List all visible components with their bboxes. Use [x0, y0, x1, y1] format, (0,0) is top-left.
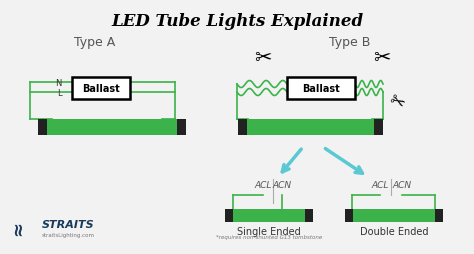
Bar [72, 78, 130, 100]
Text: Type A: Type A [74, 36, 116, 49]
Text: STRAITS: STRAITS [42, 219, 95, 229]
Text: Ballast: Ballast [302, 84, 340, 94]
Text: ACN: ACN [392, 180, 411, 189]
Text: ACL: ACL [371, 180, 389, 189]
Text: ✂: ✂ [254, 48, 272, 68]
Text: L: L [57, 88, 62, 97]
Bar [238, 120, 247, 135]
Bar [225, 209, 313, 222]
Text: ≈: ≈ [9, 219, 27, 235]
Text: *requires non-shunted G13 tombstone: *requires non-shunted G13 tombstone [216, 234, 322, 239]
Text: Single Ended: Single Ended [237, 226, 301, 236]
Text: LED Tube Lights Explained: LED Tube Lights Explained [111, 13, 363, 30]
Text: ✂: ✂ [373, 48, 391, 68]
Bar [305, 209, 313, 222]
Bar [238, 120, 383, 135]
Text: N: N [55, 78, 62, 87]
Bar [287, 78, 355, 100]
Text: Ballast: Ballast [82, 84, 120, 94]
Bar [177, 120, 186, 135]
Text: ACL: ACL [255, 180, 272, 189]
Text: Type B: Type B [329, 36, 371, 49]
Bar [38, 120, 47, 135]
Text: ✂: ✂ [385, 90, 407, 113]
Bar [345, 209, 353, 222]
Text: Double Ended: Double Ended [360, 226, 428, 236]
Text: straitsLighting.com: straitsLighting.com [42, 233, 95, 237]
Bar [38, 120, 186, 135]
Bar [374, 120, 383, 135]
Bar [435, 209, 443, 222]
Bar [345, 209, 443, 222]
Text: ACN: ACN [273, 180, 292, 189]
Bar [225, 209, 233, 222]
